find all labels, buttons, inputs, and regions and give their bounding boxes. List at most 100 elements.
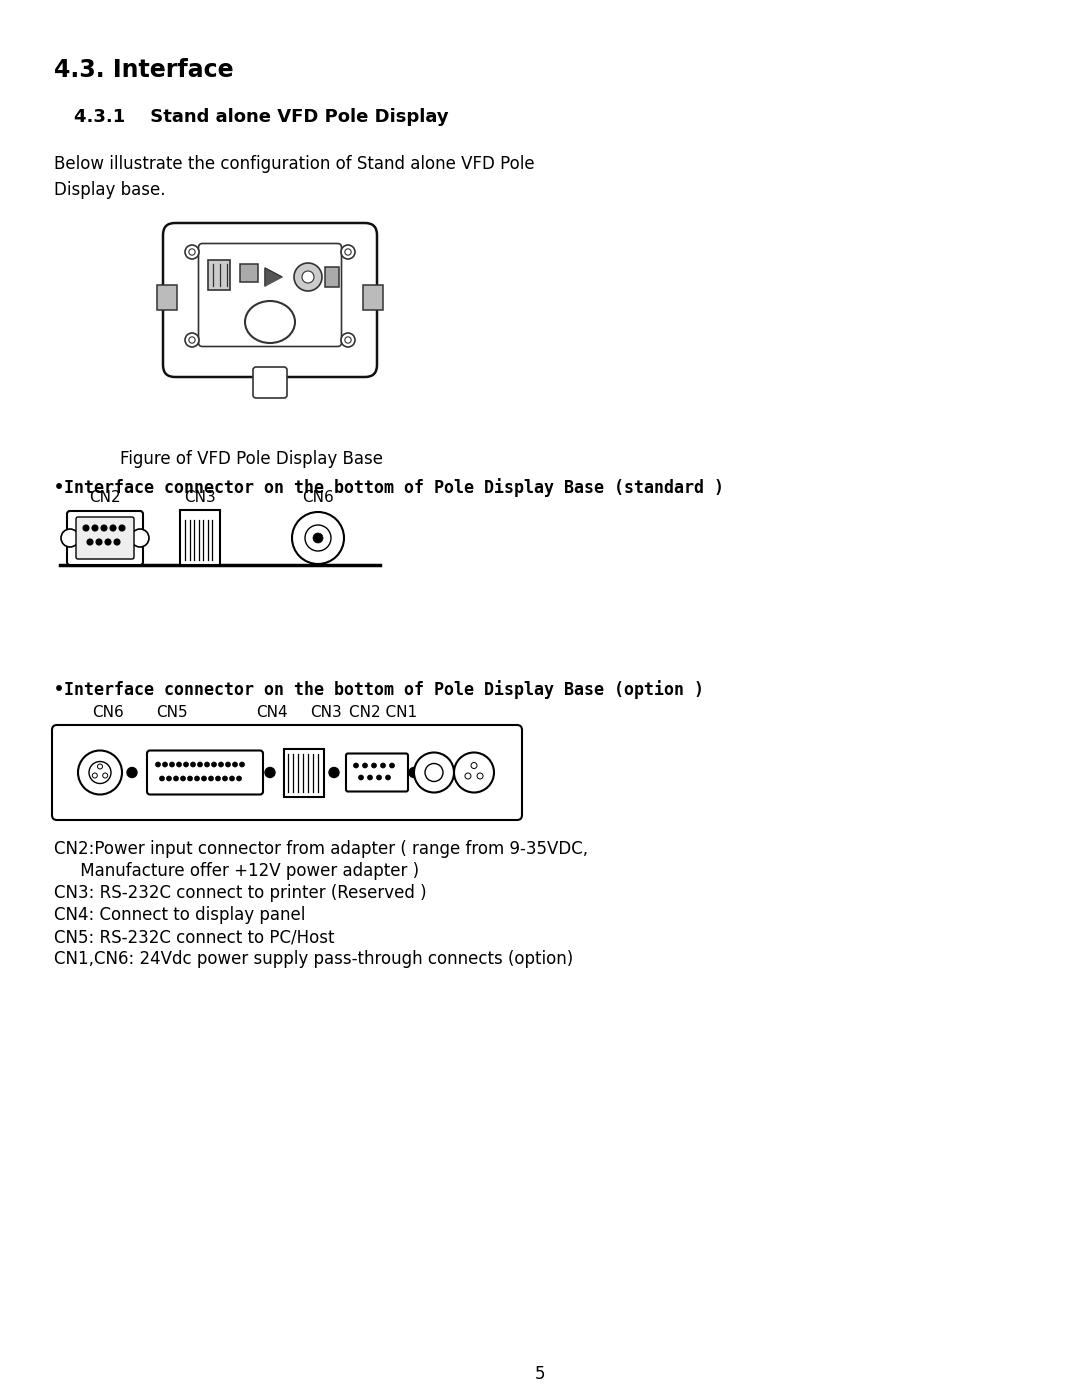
- Circle shape: [226, 761, 230, 767]
- FancyBboxPatch shape: [52, 725, 522, 820]
- Text: Manufacture offer +12V power adapter ): Manufacture offer +12V power adapter ): [54, 862, 419, 880]
- Text: CN3: CN3: [184, 490, 216, 504]
- Circle shape: [89, 761, 111, 784]
- Circle shape: [222, 775, 228, 781]
- Text: CN5: CN5: [157, 705, 188, 719]
- Bar: [240, 264, 258, 282]
- Text: CN6: CN6: [302, 490, 334, 504]
- Circle shape: [131, 529, 149, 548]
- Bar: [208, 260, 230, 291]
- Circle shape: [329, 767, 339, 778]
- Circle shape: [198, 761, 203, 767]
- Circle shape: [119, 525, 125, 531]
- Circle shape: [426, 764, 443, 781]
- Circle shape: [103, 773, 108, 778]
- Circle shape: [237, 775, 242, 781]
- Circle shape: [78, 750, 122, 795]
- Circle shape: [454, 753, 494, 792]
- Text: CN3: CN3: [310, 705, 342, 719]
- Circle shape: [96, 539, 102, 545]
- Circle shape: [240, 761, 244, 767]
- Circle shape: [367, 775, 373, 780]
- Circle shape: [162, 761, 167, 767]
- Circle shape: [232, 761, 238, 767]
- Circle shape: [229, 775, 234, 781]
- Circle shape: [160, 775, 164, 781]
- Circle shape: [294, 263, 322, 291]
- Text: CN2 CN1: CN2 CN1: [349, 705, 417, 719]
- Circle shape: [102, 525, 107, 531]
- Text: CN2:Power input connector from adapter ( range from 9-35VDC,: CN2:Power input connector from adapter (…: [54, 840, 589, 858]
- Circle shape: [180, 775, 186, 781]
- Circle shape: [185, 332, 199, 346]
- Circle shape: [92, 525, 98, 531]
- Circle shape: [471, 763, 477, 768]
- Circle shape: [83, 525, 89, 531]
- Text: CN6: CN6: [92, 705, 124, 719]
- Circle shape: [114, 539, 120, 545]
- Circle shape: [170, 761, 175, 767]
- Circle shape: [194, 775, 200, 781]
- Circle shape: [127, 767, 137, 778]
- Circle shape: [190, 761, 195, 767]
- Bar: [363, 285, 383, 310]
- Text: CN4: Connect to display panel: CN4: Connect to display panel: [54, 907, 306, 923]
- Circle shape: [202, 775, 206, 781]
- Ellipse shape: [245, 300, 295, 344]
- Circle shape: [184, 761, 189, 767]
- Circle shape: [110, 525, 116, 531]
- Circle shape: [477, 773, 483, 780]
- Circle shape: [313, 534, 323, 543]
- FancyBboxPatch shape: [76, 517, 134, 559]
- FancyBboxPatch shape: [199, 243, 341, 346]
- Circle shape: [218, 761, 224, 767]
- Circle shape: [176, 761, 181, 767]
- Text: CN3: RS-232C connect to printer (Reserved ): CN3: RS-232C connect to printer (Reserve…: [54, 884, 427, 902]
- Text: 5: 5: [535, 1365, 545, 1383]
- Bar: [325, 267, 339, 286]
- Bar: [180, 510, 220, 564]
- Text: •Interface connector on the bottom of Pole Display Base (standard ): •Interface connector on the bottom of Po…: [54, 478, 724, 497]
- Circle shape: [345, 249, 351, 256]
- FancyBboxPatch shape: [147, 750, 264, 795]
- Circle shape: [92, 773, 97, 778]
- Circle shape: [409, 767, 419, 778]
- Text: 4.3.1    Stand alone VFD Pole Display: 4.3.1 Stand alone VFD Pole Display: [75, 108, 448, 126]
- Circle shape: [302, 271, 314, 284]
- Circle shape: [188, 775, 192, 781]
- Text: CN1,CN6: 24Vdc power supply pass-through connects (option): CN1,CN6: 24Vdc power supply pass-through…: [54, 950, 573, 968]
- Circle shape: [380, 763, 386, 768]
- Circle shape: [212, 761, 216, 767]
- Circle shape: [377, 775, 381, 780]
- Circle shape: [97, 764, 103, 768]
- Text: CN2: CN2: [90, 490, 121, 504]
- Circle shape: [372, 763, 377, 768]
- Circle shape: [390, 763, 394, 768]
- Bar: [284, 749, 324, 796]
- Circle shape: [341, 332, 355, 346]
- Circle shape: [189, 337, 195, 344]
- FancyBboxPatch shape: [163, 224, 377, 377]
- FancyBboxPatch shape: [346, 753, 408, 792]
- Circle shape: [185, 244, 199, 258]
- Polygon shape: [265, 268, 282, 286]
- Circle shape: [265, 767, 275, 778]
- Circle shape: [305, 525, 330, 550]
- Circle shape: [208, 775, 214, 781]
- Circle shape: [341, 244, 355, 258]
- Circle shape: [353, 763, 359, 768]
- Circle shape: [292, 511, 345, 564]
- FancyBboxPatch shape: [67, 511, 143, 564]
- Circle shape: [156, 761, 161, 767]
- Circle shape: [87, 539, 93, 545]
- Bar: [157, 285, 177, 310]
- Text: CN4: CN4: [256, 705, 287, 719]
- Text: Below illustrate the configuration of Stand alone VFD Pole
Display base.: Below illustrate the configuration of St…: [54, 155, 535, 200]
- Text: CN5: RS-232C connect to PC/Host: CN5: RS-232C connect to PC/Host: [54, 928, 335, 946]
- Circle shape: [105, 539, 111, 545]
- FancyBboxPatch shape: [253, 367, 287, 398]
- Circle shape: [386, 775, 391, 780]
- Circle shape: [166, 775, 172, 781]
- Text: 4.3. Interface: 4.3. Interface: [54, 59, 233, 82]
- Circle shape: [216, 775, 220, 781]
